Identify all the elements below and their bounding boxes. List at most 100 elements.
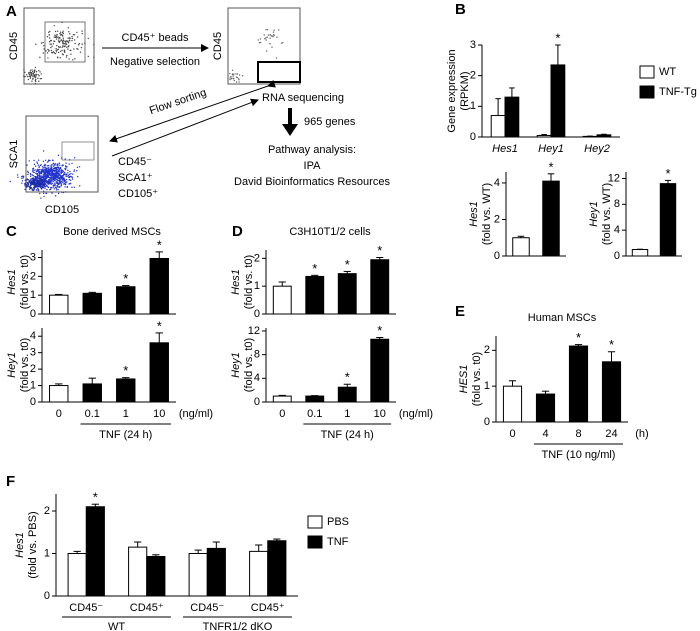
dot xyxy=(30,72,32,74)
panel-label: E xyxy=(455,303,465,320)
dot xyxy=(68,173,71,176)
dot xyxy=(28,181,30,183)
marker-label: CD45⁻ xyxy=(118,156,152,168)
dot xyxy=(60,39,63,41)
bar xyxy=(337,273,357,315)
dot xyxy=(35,172,37,174)
dot xyxy=(278,29,280,31)
dot xyxy=(58,38,60,40)
step-label: Flow sorting xyxy=(148,87,208,118)
dot xyxy=(40,77,43,80)
dot xyxy=(26,164,28,166)
panel-label: B xyxy=(455,1,466,18)
dot xyxy=(79,51,82,53)
dot xyxy=(43,167,45,169)
dot xyxy=(53,165,55,167)
dot xyxy=(34,177,36,180)
dot xyxy=(54,34,56,36)
x-tick-label: 1 xyxy=(344,408,350,420)
dot xyxy=(270,35,272,37)
dot xyxy=(49,183,51,185)
dot xyxy=(40,175,42,177)
dot xyxy=(63,173,65,175)
dot xyxy=(27,75,29,78)
x-tick-label: 1 xyxy=(123,408,129,420)
x-tick-label: 0.1 xyxy=(85,408,100,420)
dot xyxy=(63,177,65,179)
x-tick-label: Hey2 xyxy=(584,143,610,155)
dot xyxy=(76,166,79,168)
dot xyxy=(34,181,36,184)
dot xyxy=(52,167,55,170)
dot xyxy=(57,36,59,38)
dot xyxy=(30,178,32,180)
dot xyxy=(41,184,43,186)
dot xyxy=(46,165,49,167)
dot xyxy=(56,30,59,32)
dot xyxy=(257,39,259,41)
y-axis-label: Hey1 xyxy=(6,352,18,378)
dot xyxy=(57,192,60,195)
unit-label: (h) xyxy=(635,428,648,440)
significance: * xyxy=(93,490,98,505)
dot xyxy=(51,172,53,174)
dot xyxy=(37,186,39,188)
x-tick-label: 24 xyxy=(605,428,617,440)
dot xyxy=(40,73,42,75)
y-axis-label: (fold vs. WT) xyxy=(601,183,613,245)
y-tick-label: 12 xyxy=(608,172,620,184)
dot xyxy=(42,177,44,179)
step-label: Negative selection xyxy=(110,56,200,68)
axis-label: CD45 xyxy=(8,32,20,60)
dot xyxy=(43,180,45,183)
dot xyxy=(61,171,64,173)
dot xyxy=(41,170,44,172)
step-label: Pathway analysis: xyxy=(268,144,356,156)
dot xyxy=(58,41,61,44)
dot xyxy=(66,40,68,42)
panel-label: C xyxy=(6,223,17,240)
dot xyxy=(55,173,58,176)
dot xyxy=(74,157,76,159)
dot xyxy=(73,39,76,41)
bar xyxy=(542,180,560,257)
dot xyxy=(59,37,61,39)
significance: * xyxy=(377,243,382,258)
dot xyxy=(76,31,78,34)
dot xyxy=(50,167,52,169)
axis-label: SCA1 xyxy=(8,140,20,169)
dot xyxy=(69,33,71,35)
y-tick-label: 4 xyxy=(30,330,36,342)
dot xyxy=(47,168,49,170)
dot xyxy=(272,35,274,38)
dot xyxy=(74,42,76,45)
x-tick-label: CD45⁺ xyxy=(251,602,285,614)
dot xyxy=(272,34,275,36)
dot xyxy=(43,195,45,198)
dot xyxy=(53,24,55,27)
dot xyxy=(40,187,43,190)
bar xyxy=(535,393,556,423)
dot xyxy=(61,53,64,55)
dot xyxy=(38,80,40,82)
significance: * xyxy=(312,261,317,276)
x-tick-label: 0 xyxy=(279,408,285,420)
dot xyxy=(53,188,55,190)
dot xyxy=(48,159,50,161)
dot xyxy=(39,168,41,171)
dot xyxy=(71,39,73,42)
dot xyxy=(54,182,56,184)
dot xyxy=(42,52,44,54)
dot xyxy=(42,160,45,163)
dot xyxy=(61,164,64,166)
significance: * xyxy=(157,318,162,333)
dot xyxy=(23,75,25,77)
x-tick-label: 8 xyxy=(575,428,581,440)
dot xyxy=(49,159,51,162)
dot xyxy=(24,71,26,73)
dot xyxy=(32,77,34,80)
dot xyxy=(33,188,35,190)
dot xyxy=(78,166,81,168)
dot xyxy=(34,66,37,69)
